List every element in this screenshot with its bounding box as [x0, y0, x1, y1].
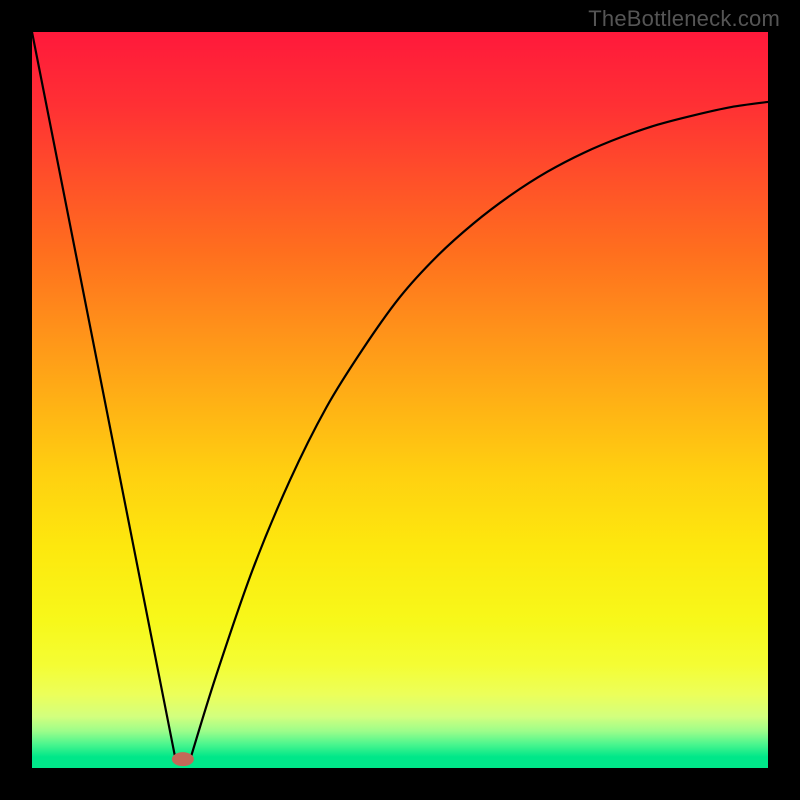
plot-area: [32, 32, 768, 768]
curve-layer: [32, 32, 768, 768]
watermark-text: TheBottleneck.com: [588, 6, 780, 32]
bottleneck-curve: [32, 32, 768, 759]
chart-container: TheBottleneck.com: [0, 0, 800, 800]
optimum-marker: [172, 752, 194, 766]
